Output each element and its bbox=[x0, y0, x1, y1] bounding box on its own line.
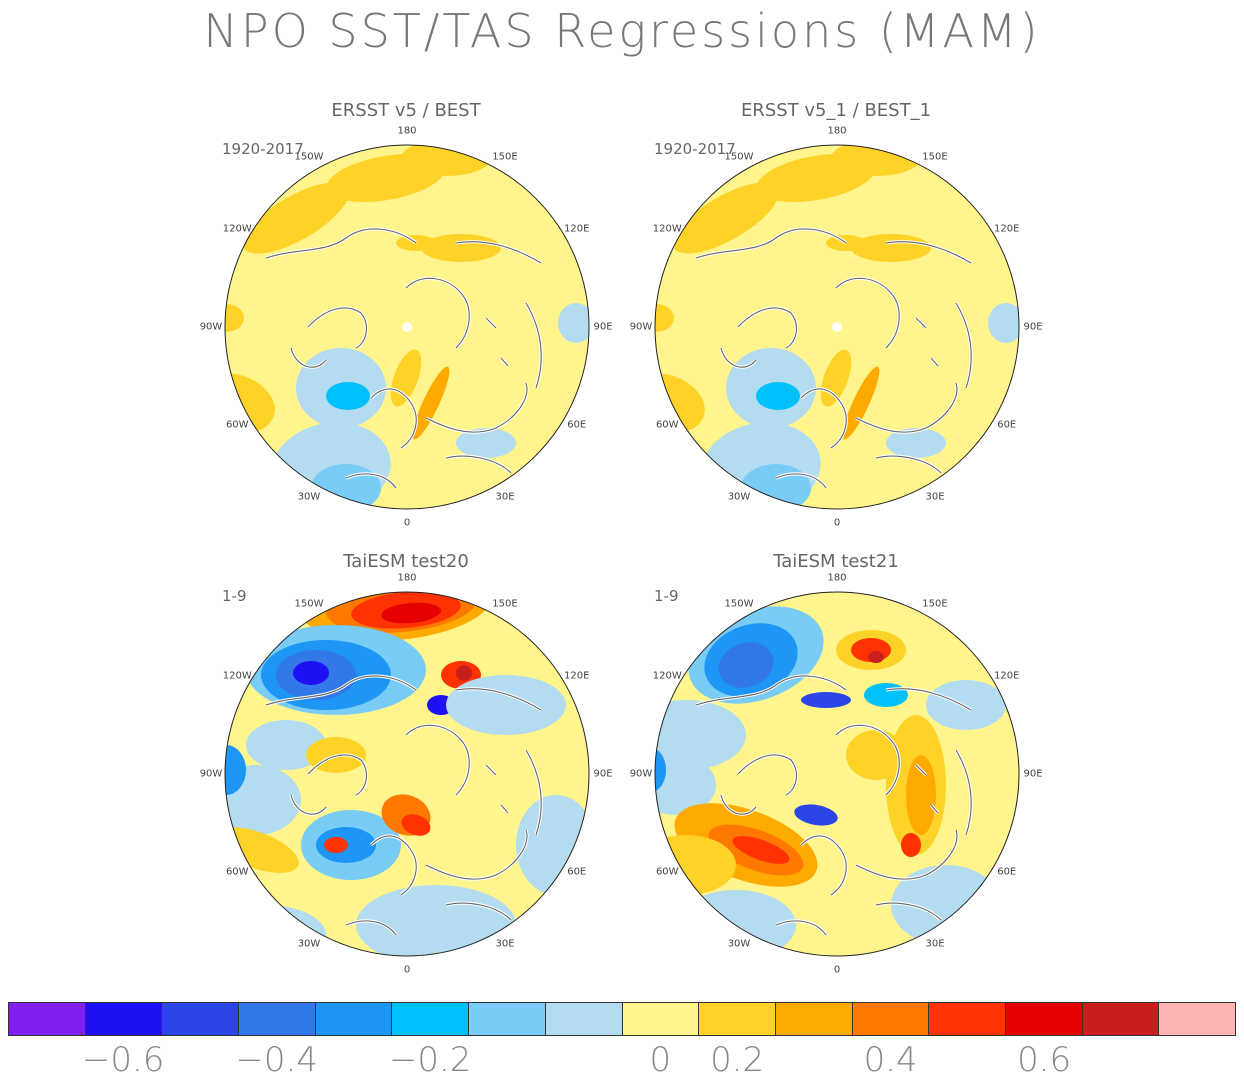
lon-label: 120E bbox=[564, 670, 590, 682]
lon-label: 150W bbox=[294, 598, 324, 610]
lon-label: 60E bbox=[567, 419, 587, 431]
colorbar-swatch bbox=[392, 1003, 470, 1035]
lon-label: 60W bbox=[655, 419, 679, 431]
lon-label: 30W bbox=[297, 938, 321, 950]
lon-label: 30W bbox=[297, 491, 321, 503]
colorbar-swatch bbox=[775, 1003, 853, 1035]
colorbar-swatch bbox=[622, 1003, 700, 1035]
map-boundary bbox=[224, 591, 590, 957]
colorbar-tick-label: 0.2 bbox=[710, 1040, 765, 1080]
map-boundary bbox=[654, 591, 1020, 957]
colorbar-tick-label: −0.2 bbox=[388, 1040, 472, 1080]
map-panel-ersst-best-1: ERSST v5_1 / BEST_1 1920-2017 180 150E 120… bbox=[626, 98, 1046, 529]
figure-title: NPO SST/TAS Regressions (MAM) bbox=[203, 4, 1041, 58]
lon-label: 0 bbox=[403, 517, 411, 529]
lon-label: 90W bbox=[199, 321, 223, 333]
lon-label: 180 bbox=[397, 572, 417, 584]
panel-title: TaiESM test21 bbox=[773, 551, 899, 572]
map-panel-taiesm-test20: TaiESM test20 1-9 180 150E 120E 90E 60E 30E 0 3… bbox=[196, 545, 616, 976]
panel-title: ERSST v5_1 / BEST_1 bbox=[740, 100, 932, 121]
lon-label: 60W bbox=[655, 866, 679, 878]
lon-label: 150E bbox=[922, 151, 948, 163]
colorbar-tick-label: 0 bbox=[649, 1040, 672, 1080]
colorbar-swatch bbox=[1082, 1003, 1160, 1035]
lon-label: 150W bbox=[724, 598, 754, 610]
lon-label: 30E bbox=[925, 938, 945, 950]
lon-label: 30W bbox=[727, 491, 751, 503]
colorbar-swatch bbox=[85, 1003, 163, 1035]
colorbar-swatch bbox=[1005, 1003, 1083, 1035]
lon-label: 90E bbox=[593, 768, 613, 780]
field-shading bbox=[655, 592, 1019, 956]
lon-label: 90E bbox=[1023, 768, 1043, 780]
map-panel-ersst-best: ERSST v5 / BEST 1920-2017 180 150E 120E 90E… bbox=[196, 98, 616, 529]
colorbar-tick-label: −0.6 bbox=[81, 1040, 165, 1080]
lon-label: 30W bbox=[727, 938, 751, 950]
lon-label: 90E bbox=[1023, 321, 1043, 333]
lon-label: 60E bbox=[997, 419, 1017, 431]
colorbar-tick-label: 0.6 bbox=[1017, 1040, 1072, 1080]
polar-map bbox=[224, 144, 590, 510]
lon-label: 180 bbox=[827, 125, 847, 137]
polar-map bbox=[654, 591, 1020, 957]
lon-label: 120W bbox=[652, 223, 682, 235]
lon-label: 90W bbox=[199, 768, 223, 780]
lon-label: 30E bbox=[495, 491, 515, 503]
lon-label: 120W bbox=[222, 670, 252, 682]
colorbar-swatch bbox=[545, 1003, 623, 1035]
lon-label: 150W bbox=[294, 151, 324, 163]
lon-label: 0 bbox=[833, 517, 841, 529]
lon-label: 30E bbox=[495, 938, 515, 950]
lon-label: 120W bbox=[222, 223, 252, 235]
period-label: 1-9 bbox=[222, 587, 247, 605]
lon-label: 30E bbox=[925, 491, 945, 503]
colorbar-tick-label: 0.4 bbox=[863, 1040, 918, 1080]
lon-label: 60E bbox=[997, 866, 1017, 878]
polar-map bbox=[654, 144, 1020, 510]
lon-label: 0 bbox=[403, 964, 411, 976]
colorbar-swatch bbox=[469, 1003, 546, 1035]
colorbar-swatch bbox=[9, 1003, 86, 1035]
colorbar-swatch bbox=[1159, 1003, 1235, 1035]
colorbar-swatch bbox=[239, 1003, 316, 1035]
lon-label: 180 bbox=[397, 125, 417, 137]
lon-label: 0 bbox=[833, 964, 841, 976]
polar-map bbox=[224, 591, 590, 957]
lon-label: 90E bbox=[593, 321, 613, 333]
colorbar-swatch bbox=[929, 1003, 1006, 1035]
map-panel-taiesm-test21: TaiESM test21 1-9 180 150E 120E 90E 60E 30E 0 3… bbox=[626, 545, 1046, 976]
colorbar-swatch bbox=[852, 1003, 930, 1035]
lon-label: 90W bbox=[629, 321, 653, 333]
lon-label: 150E bbox=[922, 598, 948, 610]
map-boundary bbox=[224, 144, 590, 510]
lon-label: 60W bbox=[225, 419, 249, 431]
lon-label: 150E bbox=[492, 598, 518, 610]
panel-title: TaiESM test20 bbox=[343, 551, 469, 572]
colorbar-swatch bbox=[162, 1003, 240, 1035]
colorbar-swatch bbox=[699, 1003, 776, 1035]
period-label: 1920-2017 bbox=[654, 140, 736, 158]
lon-label: 180 bbox=[827, 572, 847, 584]
colorbar-tick-label: −0.4 bbox=[235, 1040, 318, 1080]
lon-label: 60E bbox=[567, 866, 587, 878]
colorbar bbox=[8, 1002, 1236, 1036]
panel-title: ERSST v5 / BEST bbox=[331, 100, 481, 121]
field-shading bbox=[225, 592, 589, 956]
lon-label: 150W bbox=[724, 151, 754, 163]
lon-label: 120E bbox=[994, 223, 1020, 235]
period-label: 1-9 bbox=[654, 587, 679, 605]
colorbar-swatch bbox=[315, 1003, 393, 1035]
lon-label: 120E bbox=[994, 670, 1020, 682]
lon-label: 90W bbox=[629, 768, 653, 780]
lon-label: 120W bbox=[652, 670, 682, 682]
period-label: 1920-2017 bbox=[222, 140, 304, 158]
lon-label: 150E bbox=[492, 151, 518, 163]
lon-label: 60W bbox=[225, 866, 249, 878]
map-boundary bbox=[654, 144, 1020, 510]
lon-label: 120E bbox=[564, 223, 590, 235]
